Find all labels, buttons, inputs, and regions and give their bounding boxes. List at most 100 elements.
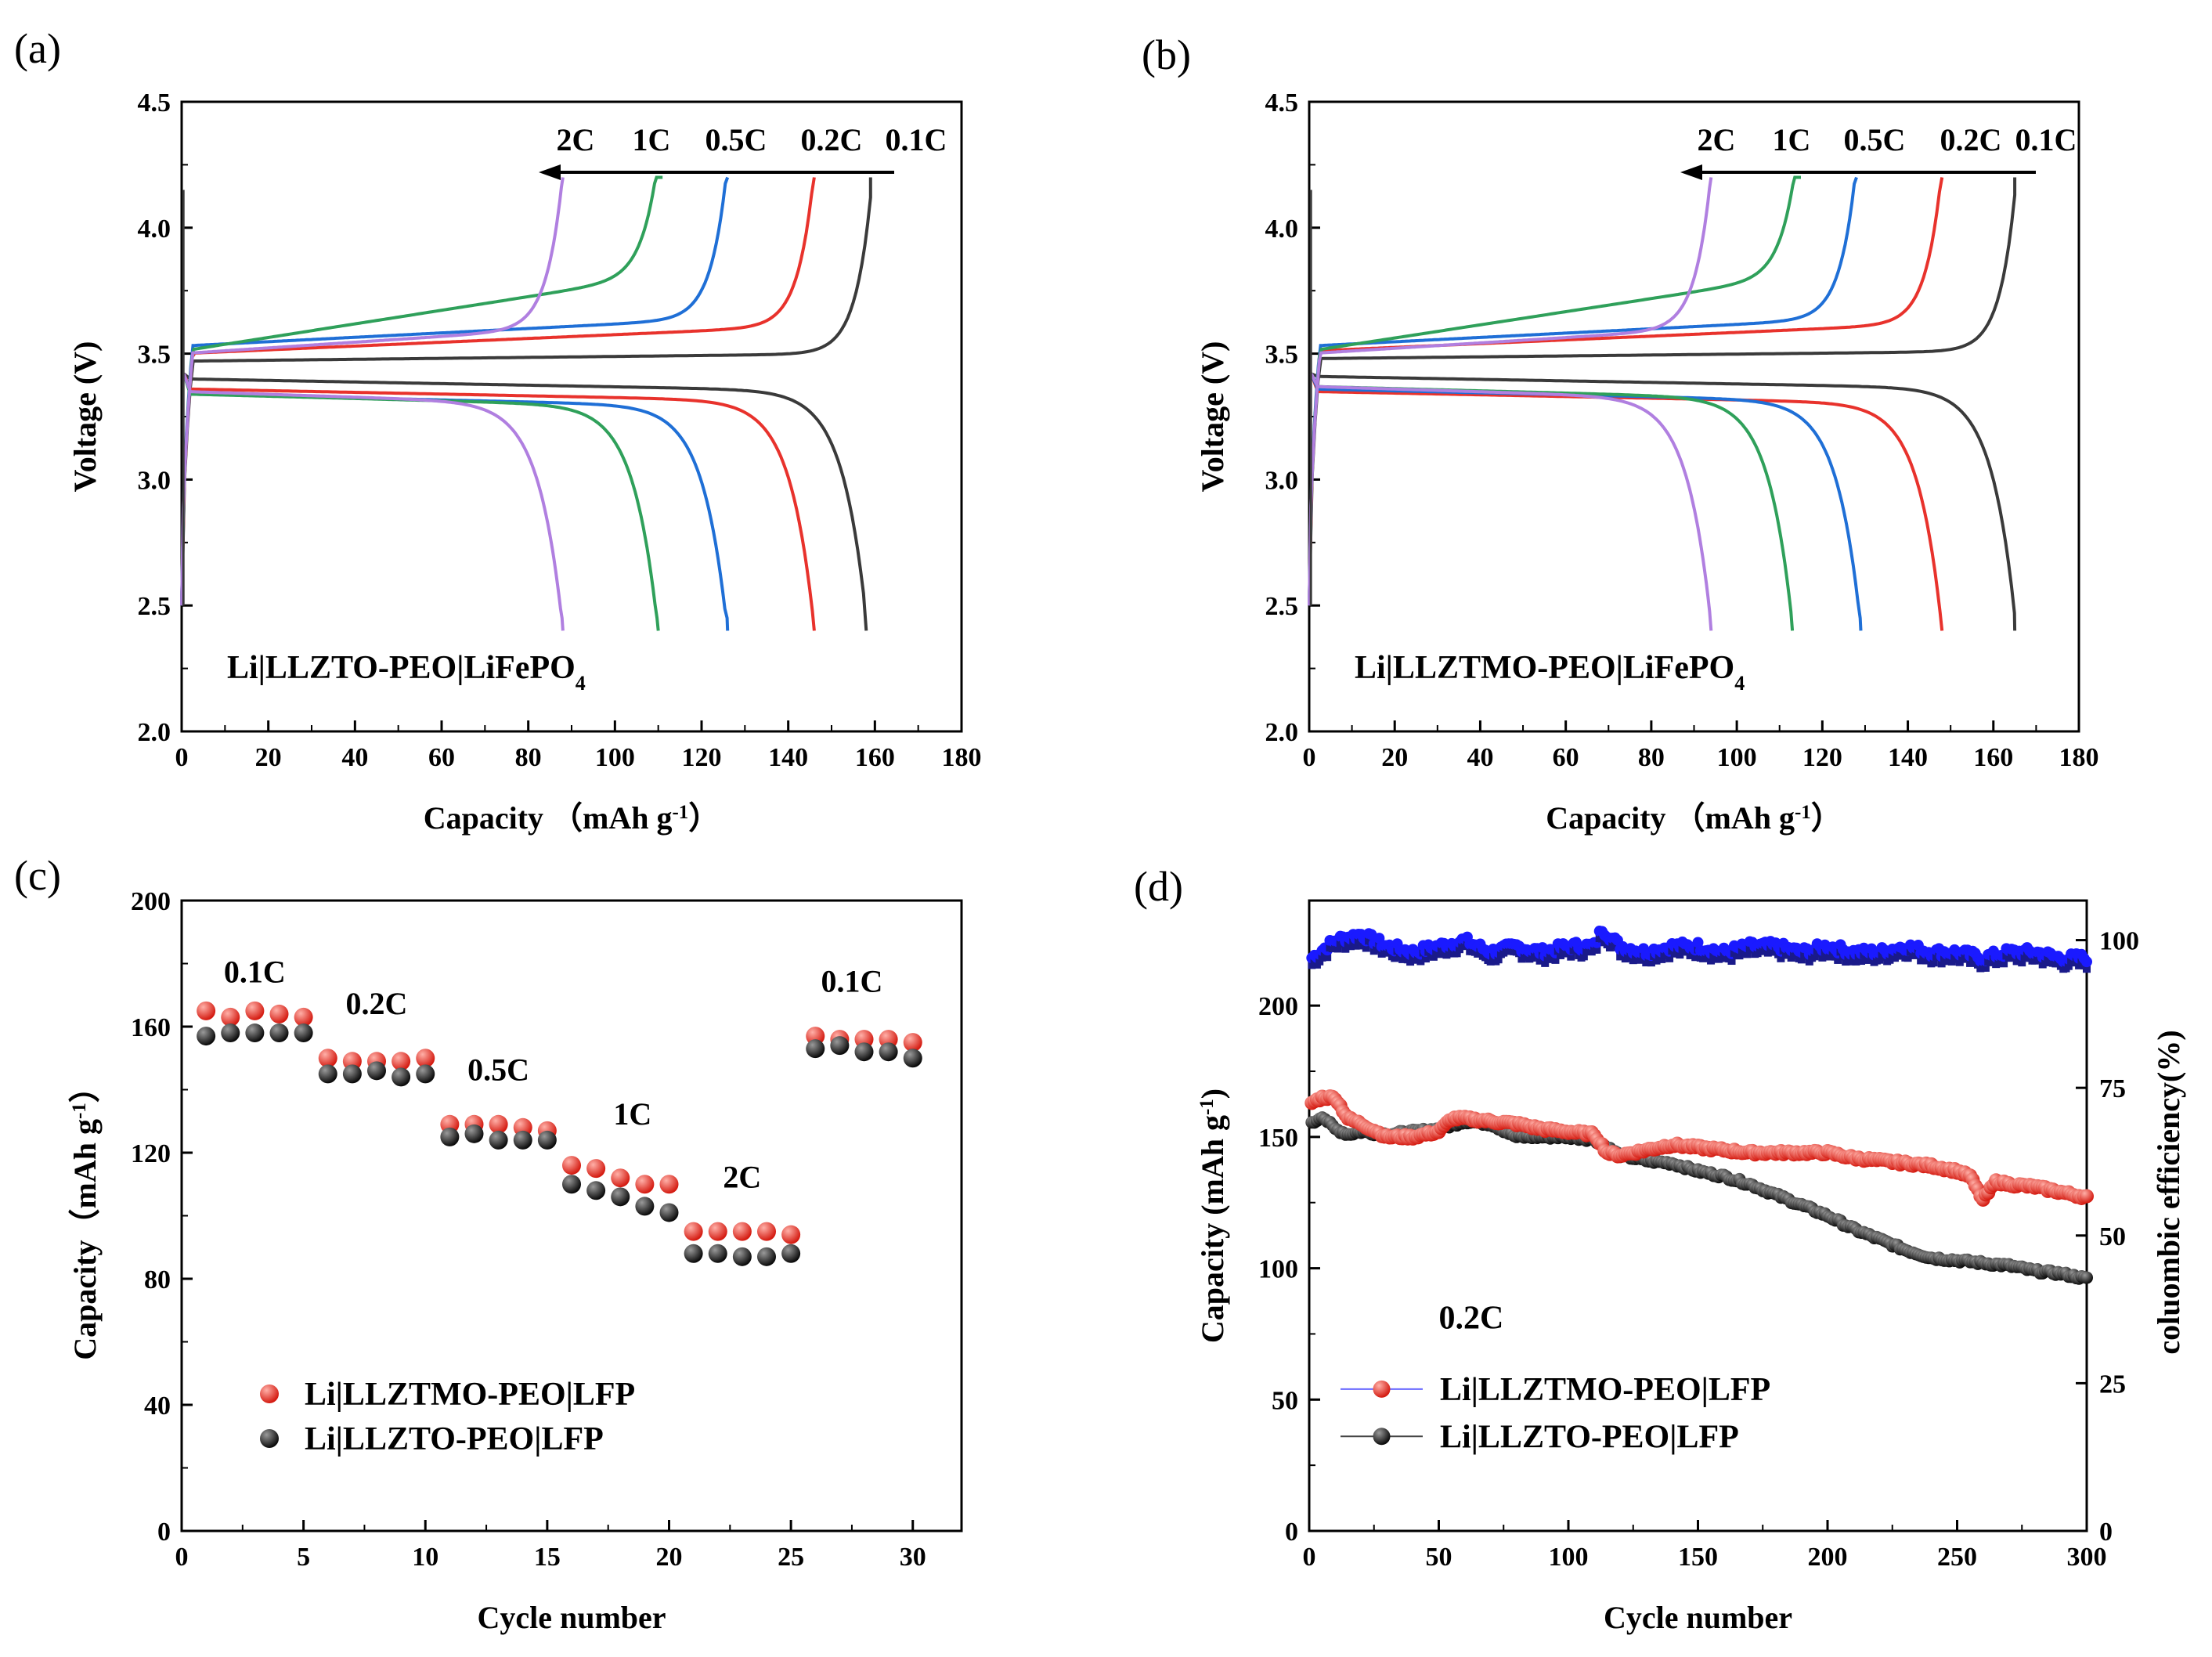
panel-a-voltage-profile: 0 20 40 60 80 100 120 140 160 180 2.0 2.5 3.0 3.5 4.0 4… — [14, 25, 982, 836]
ce-square-point — [1593, 945, 1601, 954]
data-point-llzto — [562, 1175, 581, 1194]
rate-label: 1C — [1773, 122, 1811, 157]
y-tick-label: 2.0 — [138, 718, 171, 747]
legend-marker-llzto — [260, 1429, 279, 1448]
data-point-llzto — [684, 1244, 703, 1263]
data-point-llztmo — [659, 1175, 679, 1194]
y-tick-label: 2.0 — [1265, 718, 1299, 747]
x-tick-label: 80 — [515, 743, 542, 772]
y-tick-label: 160 — [131, 1013, 171, 1042]
data-point-llztmo — [732, 1222, 752, 1241]
x-tick-label: 140 — [1888, 743, 1928, 772]
y-right-tick-label: 75 — [2099, 1074, 2126, 1103]
data-point-llzto — [708, 1244, 727, 1263]
x-axis-label: Capacity （mAh g-1） — [1546, 800, 1842, 836]
x-tick-label: 60 — [1553, 743, 1579, 772]
ce-square-point — [1406, 958, 1415, 966]
ce-square-point — [1658, 955, 1666, 963]
ce-square-point — [1937, 959, 1946, 968]
rate-label: 2C — [557, 122, 595, 157]
ce-square-point — [1346, 942, 1355, 951]
y-tick-label: 0 — [157, 1518, 171, 1547]
ce-square-point — [1665, 954, 1674, 962]
data-point-llztmo — [708, 1222, 727, 1241]
data-point-llzto — [830, 1036, 850, 1056]
x-tick-label: 160 — [1973, 743, 2013, 772]
rate-annotation: 0.2C — [1439, 1301, 1504, 1337]
x-tick-label: 20 — [255, 743, 282, 772]
data-point-llzto — [342, 1064, 362, 1084]
cell-annotation: Li|LLZTMO-PEO|LiFePO4 — [1355, 650, 1745, 695]
data-point-llztmo — [416, 1049, 435, 1068]
y-axis-label: Capacity (mAh g-1) — [1195, 1088, 1230, 1343]
ce-square-point — [1333, 944, 1342, 953]
rate-label: 0.2C — [1940, 122, 2002, 157]
charge-curve-0.1C — [180, 177, 872, 606]
x-tick-label: 10 — [412, 1543, 438, 1572]
data-point-llztmo — [611, 1168, 630, 1188]
data-point-llztmo — [318, 1049, 337, 1068]
y-tick-label: 80 — [144, 1265, 171, 1294]
x-tick-label: 120 — [682, 743, 722, 772]
ce-square-point — [1362, 944, 1370, 952]
discharge-curve-0.1C — [1310, 372, 2017, 631]
legend-label: Li|LLZTO-PEO|LFP — [1440, 1419, 1739, 1455]
x-tick-label: 160 — [855, 743, 895, 772]
ce-square-point — [1676, 951, 1684, 959]
data-point-llztmo — [245, 1001, 265, 1020]
discharge-curve-0.1C — [182, 372, 868, 631]
charge-curve-0.2C — [180, 177, 816, 606]
data-point-llztmo — [392, 1052, 411, 1071]
data-point-llztmo — [903, 1033, 922, 1052]
data-point-llztmo — [221, 1007, 240, 1027]
y-tick-label: 50 — [1272, 1386, 1298, 1415]
discharge-curve-1C — [1309, 373, 1795, 631]
data-point-llzto — [2080, 1271, 2093, 1284]
ce-square-point — [1903, 954, 1912, 962]
data-point-llzto — [611, 1187, 630, 1207]
y-right-tick-label: 0 — [2099, 1518, 2113, 1547]
x-axis-label: Capacity （mAh g-1） — [424, 800, 720, 836]
ce-square-point — [1535, 956, 1544, 965]
x-tick-label: 100 — [1549, 1543, 1589, 1572]
data-point-llzto — [464, 1124, 484, 1143]
data-point-llzto — [537, 1130, 557, 1150]
x-tick-label: 50 — [1426, 1543, 1452, 1572]
y-tick-label: 4.5 — [138, 88, 171, 117]
rate-label: 0.1C — [224, 955, 286, 990]
ce-square-point — [1567, 952, 1575, 961]
x-tick-label: 0 — [1303, 743, 1316, 772]
ce-square-point — [1391, 954, 1399, 962]
legend-label: Li|LLZTO-PEO|LFP — [305, 1421, 604, 1457]
ce-square-point — [1541, 958, 1550, 967]
x-tick-label: 180 — [2059, 743, 2099, 772]
ce-square-point — [1452, 949, 1461, 958]
data-point-llzto — [392, 1067, 411, 1087]
data-point-llzto — [757, 1247, 776, 1266]
ce-square-point — [1636, 955, 1645, 964]
panel-label: (d) — [1134, 863, 1183, 910]
x-tick-label: 30 — [900, 1543, 926, 1572]
y-right-axis-label: coluombic efficiency(%) — [2151, 1030, 2186, 1354]
x-axis-label: Cycle number — [477, 1600, 666, 1635]
ce-square-point — [1323, 953, 1332, 962]
x-tick-label: 100 — [595, 743, 635, 772]
rate-label: 2C — [1698, 122, 1736, 157]
ce-square-point — [1727, 957, 1736, 966]
ce-square-point — [1434, 950, 1443, 958]
charge-curve-2C — [180, 177, 565, 606]
ce-square-point — [1864, 955, 1873, 964]
ce-square-point — [1691, 953, 1700, 962]
x-tick-label: 20 — [656, 1543, 683, 1572]
x-axis-label: Cycle number — [1604, 1600, 1792, 1635]
ce-square-point — [2064, 962, 2073, 970]
ce-square-point — [2018, 958, 2026, 967]
data-point-llzto — [245, 1023, 265, 1043]
ce-square-point — [1875, 955, 1884, 964]
y-right-tick-label: 25 — [2099, 1370, 2126, 1399]
ce-square-point — [1647, 958, 1655, 967]
y-tick-label: 150 — [1258, 1124, 1298, 1153]
ce-square-point — [1421, 955, 1430, 963]
x-tick-label: 300 — [2067, 1543, 2107, 1572]
